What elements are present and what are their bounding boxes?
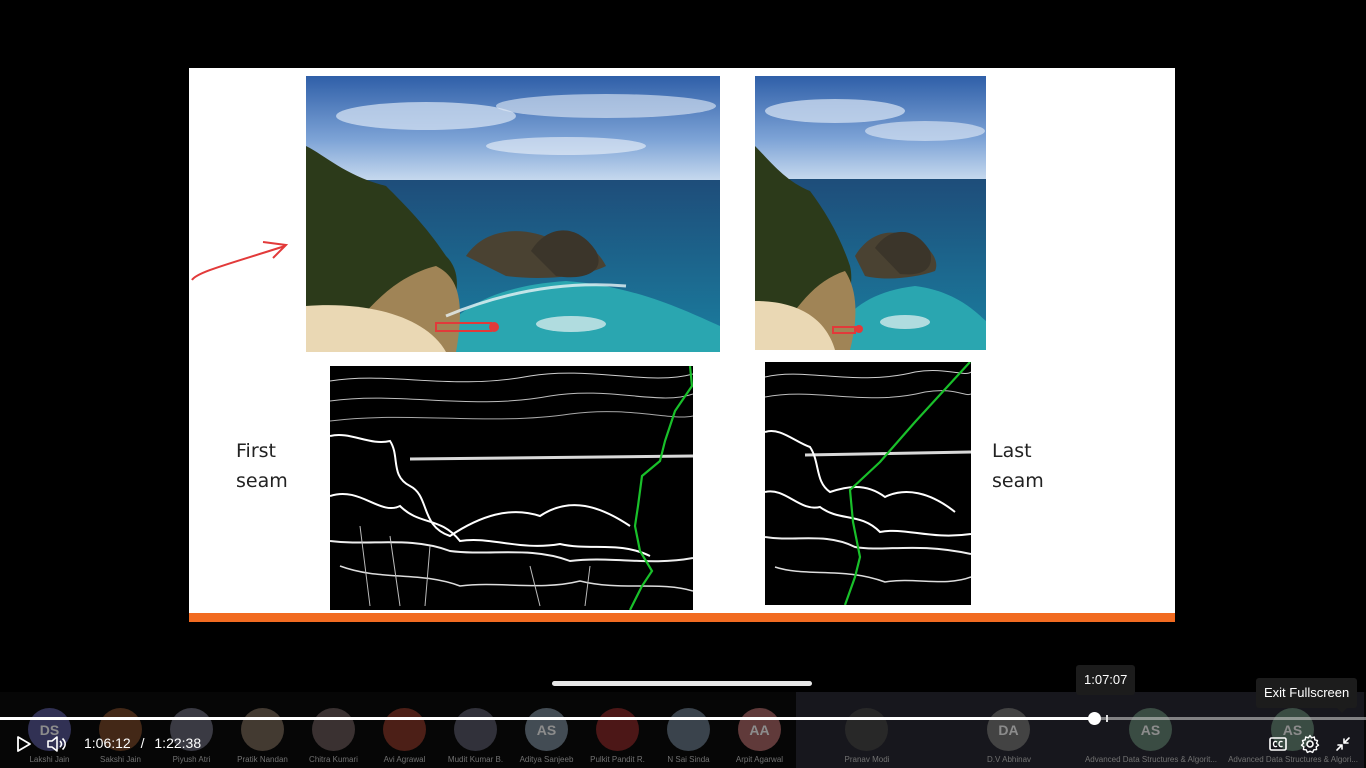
- captions-button[interactable]: [1267, 733, 1289, 755]
- participant-tile[interactable]: Piyush Atri: [156, 692, 227, 768]
- first-seam-label: First seam: [236, 440, 288, 492]
- participant-name: Advanced Data Structures & Algorit...: [1084, 755, 1218, 764]
- volume-button[interactable]: [45, 733, 67, 755]
- duration: 1:22:38: [154, 735, 202, 751]
- presentation-slide: First seam Last seam: [189, 68, 1175, 622]
- avatar: [596, 708, 639, 751]
- participant-name: D.V Abhinav: [986, 755, 1032, 764]
- first-seam-energy-map: [330, 366, 693, 610]
- last-seam-energy-map: [765, 362, 971, 605]
- participant-name: Arpit Agarwal: [735, 755, 784, 764]
- gear-icon: [1300, 734, 1320, 754]
- time-display: 1:06:12 / 1:22:38: [84, 735, 201, 751]
- participant-tile[interactable]: Mudit Kumar B.: [440, 692, 511, 768]
- participant-tile[interactable]: DA D.V Abhinav: [938, 692, 1080, 768]
- participant-tile[interactable]: DS Lakshi Jain: [14, 692, 85, 768]
- avatar: [241, 708, 284, 751]
- participant-name: Pranav Modi: [844, 755, 890, 764]
- participant-name: Aditya Sanjeeb: [519, 755, 574, 764]
- avatar: DS: [28, 708, 71, 751]
- time-separator: /: [140, 735, 145, 751]
- participant-name: Piyush Atri: [172, 755, 211, 764]
- avatar: DA: [987, 708, 1030, 751]
- participant-tile[interactable]: N Sai Sinda: [653, 692, 724, 768]
- last-seam-label: Last seam: [992, 440, 1044, 492]
- avatar: [845, 708, 888, 751]
- participant-tile[interactable]: Pulkit Pandit R.: [582, 692, 653, 768]
- participant-tile[interactable]: Pratik Nandan: [227, 692, 298, 768]
- participant-tile[interactable]: AS Advanced Data Structures & Algorit...: [1080, 692, 1222, 768]
- volume-icon: [47, 736, 66, 752]
- exit-fullscreen-button[interactable]: [1332, 733, 1354, 755]
- participant-name: Advanced Data Structures & Algori...: [1228, 755, 1358, 764]
- participant-strip: DS Lakshi Jain Sakshi Jain Piyush Atri Prati…: [0, 692, 1366, 768]
- resized-image: [755, 76, 986, 350]
- participant-name: Lakshi Jain: [29, 755, 70, 764]
- participant-name: Mudit Kumar B.: [447, 755, 504, 764]
- participant-name: N Sai Sinda: [667, 755, 710, 764]
- avatar: AA: [738, 708, 781, 751]
- original-image: [306, 76, 720, 352]
- annotation-arrow: [191, 241, 289, 281]
- avatar: [99, 708, 142, 751]
- exit-fullscreen-tooltip: Exit Fullscreen: [1256, 678, 1358, 713]
- hover-time-tooltip: 1:07:07: [1076, 665, 1136, 695]
- participant-name: Chitra Kumari: [309, 755, 358, 764]
- avatar: AS: [525, 708, 568, 751]
- participant-name: Sakshi Jain: [100, 755, 141, 764]
- progress-bar[interactable]: [0, 712, 1366, 725]
- avatar: [667, 708, 710, 751]
- participant-tile[interactable]: AS Aditya Sanjeeb: [511, 692, 582, 768]
- avatar: [383, 708, 426, 751]
- participant-name: Avi Agrawal: [383, 755, 426, 764]
- participant-tile[interactable]: AA Arpit Agarwal: [724, 692, 795, 768]
- progress-played: [0, 717, 1095, 720]
- slide-scroll-indicator: [552, 681, 812, 686]
- progress-handle[interactable]: [1088, 712, 1102, 725]
- participant-tile[interactable]: Pranav Modi: [796, 692, 938, 768]
- exit-fullscreen-icon: [1336, 737, 1350, 751]
- hover-marker: [1106, 715, 1109, 722]
- avatar: [454, 708, 497, 751]
- current-time: 1:06:12: [84, 735, 131, 751]
- participant-tile[interactable]: Chitra Kumari: [298, 692, 369, 768]
- participant-name: Pulkit Pandit R.: [590, 755, 645, 764]
- play-button[interactable]: [12, 733, 34, 755]
- participant-tile[interactable]: Sakshi Jain: [85, 692, 156, 768]
- avatar: [312, 708, 355, 751]
- avatar: AS: [1129, 708, 1172, 751]
- play-icon: [17, 736, 31, 752]
- participant-name: Pratik Nandan: [237, 755, 288, 764]
- captions-icon: [1269, 737, 1287, 751]
- settings-button[interactable]: [1299, 733, 1321, 755]
- avatar: [170, 708, 213, 751]
- participant-tile[interactable]: Avi Agrawal: [369, 692, 440, 768]
- slide-accent-bar: [189, 613, 1175, 622]
